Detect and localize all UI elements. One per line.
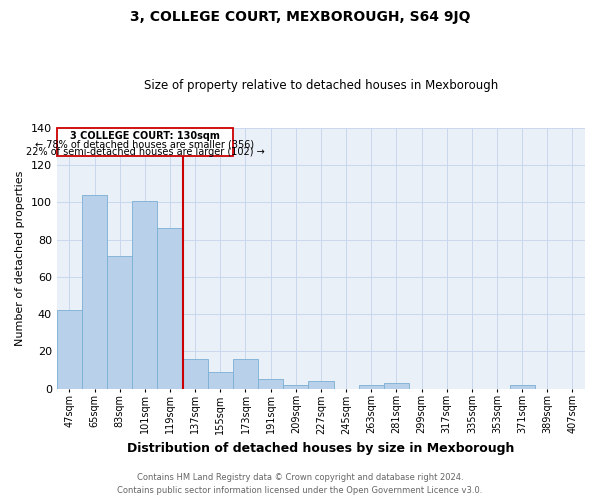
Bar <box>82 195 107 388</box>
Bar <box>258 380 283 388</box>
Title: Size of property relative to detached houses in Mexborough: Size of property relative to detached ho… <box>144 79 498 92</box>
Text: ← 78% of detached houses are smaller (356): ← 78% of detached houses are smaller (35… <box>35 139 254 149</box>
Text: 3 COLLEGE COURT: 130sqm: 3 COLLEGE COURT: 130sqm <box>70 130 220 140</box>
Bar <box>509 385 535 388</box>
Bar <box>133 200 157 388</box>
Bar <box>283 385 308 388</box>
Bar <box>107 256 133 388</box>
X-axis label: Distribution of detached houses by size in Mexborough: Distribution of detached houses by size … <box>127 442 515 455</box>
Text: 3, COLLEGE COURT, MEXBOROUGH, S64 9JQ: 3, COLLEGE COURT, MEXBOROUGH, S64 9JQ <box>130 10 470 24</box>
Bar <box>182 359 208 388</box>
Bar <box>308 381 334 388</box>
Bar <box>57 310 82 388</box>
Y-axis label: Number of detached properties: Number of detached properties <box>16 170 25 346</box>
FancyBboxPatch shape <box>57 128 233 156</box>
Text: Contains HM Land Registry data © Crown copyright and database right 2024.
Contai: Contains HM Land Registry data © Crown c… <box>118 474 482 495</box>
Bar <box>359 385 384 388</box>
Text: 22% of semi-detached houses are larger (102) →: 22% of semi-detached houses are larger (… <box>26 148 264 158</box>
Bar <box>384 383 409 388</box>
Bar <box>208 372 233 388</box>
Bar <box>233 359 258 388</box>
Bar <box>157 228 182 388</box>
